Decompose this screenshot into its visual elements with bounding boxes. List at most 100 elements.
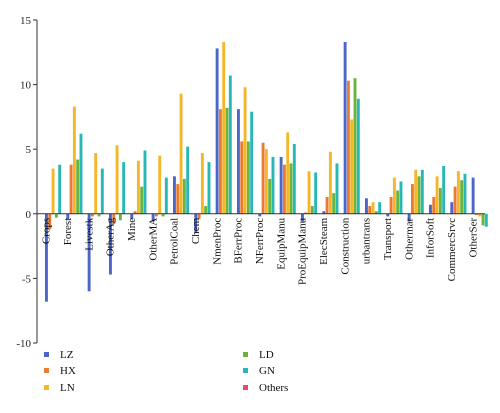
bar-gn-commercsrvc [463, 173, 467, 214]
bar-ld-othermar [417, 176, 421, 214]
bar-ld-mine [140, 186, 144, 214]
bars-group [45, 41, 488, 302]
bar-gn-othermar [420, 169, 424, 214]
bar-hx-chem [197, 213, 201, 219]
legend-swatch-ln [44, 385, 49, 390]
bar-gn-otherag [122, 162, 126, 214]
bar-hx-petrolcoal [176, 184, 180, 214]
bar-lz-chem [194, 213, 198, 234]
bar-lz-equipmanu [279, 156, 283, 214]
bar-ln-construction [350, 119, 354, 214]
y-tick-label: 10 [20, 80, 32, 92]
bar-gn-forest [79, 133, 83, 214]
bar-lz-inforsoft [429, 204, 432, 214]
bar-lz-urbantrans [365, 198, 368, 214]
category-label: Forest [62, 218, 74, 246]
category-label: CommercSrvc [446, 218, 458, 282]
bar-ln-mine [136, 160, 140, 214]
category-label: Othermar [403, 217, 415, 259]
y-axis: -10 -5 0 5 10 15 [16, 15, 38, 350]
bar-hx-otherma [154, 213, 158, 217]
bar-lz-otherser [471, 177, 475, 214]
category-label: InforSoft [425, 218, 437, 258]
category-label: NFerrProc [254, 218, 266, 265]
bar-ln-equipmanu [286, 132, 290, 214]
category-label: Mine [126, 218, 138, 241]
category-labels: Crops Forest Livestk OtherAg Mine OtherMA Petr… [41, 217, 480, 285]
bar-ln-nferrproc [264, 149, 268, 214]
bar-ld-forest [76, 159, 80, 214]
bar-lz-crops [45, 213, 48, 302]
bar-lz-mine [130, 213, 134, 219]
category-label: PetrolCoal [169, 218, 181, 265]
bar-hx-urbantrans [368, 206, 372, 214]
bar-lz-nferrproc [258, 213, 262, 217]
bar-lz-transport [386, 213, 390, 217]
bar-ld-livestk [97, 213, 101, 217]
bar-hx-forest [69, 164, 73, 214]
bar-gn-nmenproc [228, 75, 232, 214]
bar-gn-petrolcoal [186, 146, 190, 214]
legend-swatch-ld [243, 352, 248, 357]
bar-ln-forest [72, 106, 76, 214]
bar-ln-transport [392, 177, 396, 214]
legend: LZ HX LN LD GN Others [44, 349, 288, 394]
bar-ln-livestk [94, 153, 98, 214]
bar-hx-crops [48, 213, 52, 230]
bar-gn-equipmanu [292, 144, 296, 214]
bar-ld-inforsoft [438, 187, 442, 214]
bar-ld-otherag [118, 213, 122, 221]
category-label: OtherSer [467, 217, 479, 257]
bar-lz-proequipmanu [301, 213, 304, 222]
bar-gn-nferrproc [271, 156, 275, 214]
category-label: urbantrans [361, 218, 373, 264]
bar-ln-urbantrans [371, 202, 375, 214]
bar-ld-transport [396, 190, 400, 214]
bar-ld-chem [204, 206, 208, 214]
bar-ln-proequipmanu [307, 171, 311, 214]
legend-label-lz: LZ [60, 349, 74, 361]
bar-lz-bferrproc [237, 109, 240, 214]
bar-lz-forest [66, 213, 70, 219]
bar-hx-commercsrvc [453, 186, 457, 214]
bar-ld-urbantrans [374, 211, 378, 214]
bar-gn-chem [207, 162, 211, 214]
bar-hx-otherser [474, 213, 478, 216]
legend-swatch-lz [44, 352, 49, 357]
category-label: Construction [339, 217, 351, 274]
y-tick-label: 5 [26, 144, 32, 156]
bar-gn-otherma [164, 177, 168, 214]
bar-ld-proequipmanu [310, 206, 314, 214]
bar-gn-inforsoft [442, 166, 446, 214]
bar-gn-transport [399, 181, 403, 214]
bar-hx-nmenproc [218, 109, 222, 214]
category-label: OtherMA [147, 218, 159, 261]
bar-hx-nferrproc [261, 142, 265, 214]
bar-hx-mine [133, 211, 137, 214]
bar-ld-construction [353, 78, 357, 214]
bar-lz-nmenproc [215, 48, 219, 214]
legend-label-hx: HX [60, 365, 76, 377]
category-label: OtherAg [105, 217, 117, 256]
category-label: EquipManu [275, 217, 287, 269]
bar-lz-othermar [407, 213, 411, 222]
bar-lz-otherma [151, 213, 155, 222]
y-tick-label: -10 [16, 338, 31, 350]
bar-ln-elecsteam [328, 151, 332, 214]
y-tick-label: 15 [20, 15, 32, 27]
bar-lz-otherag [109, 213, 112, 275]
y-tick-label: -5 [22, 273, 32, 285]
bar-ld-elecsteam [332, 193, 336, 214]
bar-lz-construction [343, 41, 347, 214]
legend-label-ln: LN [60, 382, 75, 394]
bar-hx-livestk [90, 213, 94, 217]
bar-ld-nferrproc [268, 178, 272, 214]
legend-swatch-others [243, 385, 248, 390]
category-label: ProEquipManu [297, 217, 309, 285]
category-label: Crops [41, 218, 53, 244]
bar-hx-proequipmanu [304, 212, 308, 214]
bar-ld-nmenproc [225, 107, 229, 214]
bar-ld-otherma [161, 213, 165, 217]
legend-swatch-gn [243, 368, 248, 373]
bar-hx-equipmanu [282, 164, 286, 214]
